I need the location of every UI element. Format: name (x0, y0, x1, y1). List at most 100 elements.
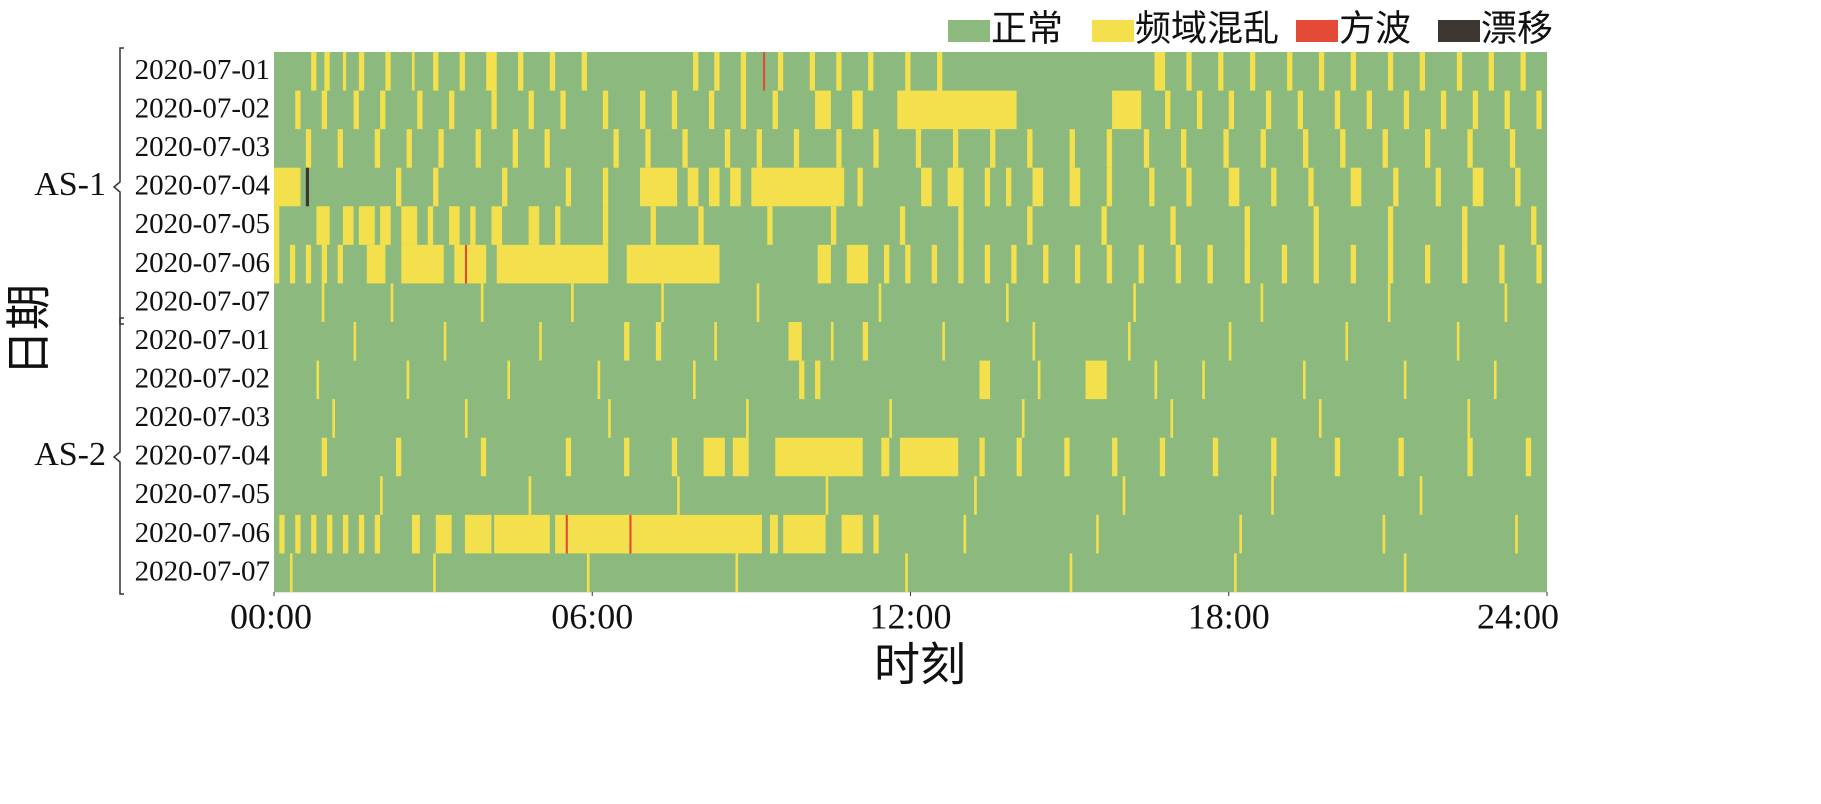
state-interval (624, 322, 630, 361)
state-interval (443, 322, 447, 361)
state-interval (321, 244, 328, 284)
state-interval (852, 90, 863, 130)
state-interval (1387, 206, 1394, 246)
state-interval (775, 437, 863, 477)
state-interval (841, 514, 863, 554)
state-interval (809, 52, 816, 91)
state-interval (942, 322, 945, 361)
state-interval (464, 244, 468, 284)
state-interval (1037, 360, 1041, 400)
state-interval (311, 514, 317, 554)
date-label: 2020-07-06 (135, 247, 270, 279)
state-interval (889, 399, 892, 439)
state-interval (528, 90, 534, 130)
state-interval (645, 129, 651, 169)
state-interval (905, 244, 911, 284)
state-interval (1127, 322, 1131, 361)
state-interval (1228, 167, 1240, 207)
state-interval (1181, 129, 1187, 169)
state-interval (708, 167, 720, 207)
state-interval (1504, 283, 1508, 323)
state-interval (1472, 167, 1484, 207)
state-interval (565, 437, 572, 477)
state-interval (1005, 283, 1009, 323)
state-interval (693, 52, 699, 91)
state-interval (417, 90, 423, 130)
state-interval (703, 437, 725, 477)
date-label: 2020-07-01 (135, 324, 270, 356)
state-interval (639, 90, 646, 130)
state-interval (305, 129, 312, 169)
state-interval (274, 476, 1547, 516)
state-interval (698, 206, 704, 246)
state-interval (1021, 399, 1025, 439)
state-interval (905, 553, 908, 593)
state-interval (1069, 167, 1081, 207)
state-interval (1313, 244, 1319, 284)
group-label: AS-2 (34, 436, 106, 473)
state-interval (862, 322, 869, 361)
state-interval (815, 360, 821, 400)
legend-swatch (1438, 20, 1480, 42)
state-interval (342, 514, 349, 554)
x-tick-label: 12:00 (869, 596, 951, 636)
state-interval (1069, 129, 1075, 169)
state-interval (873, 514, 879, 554)
state-interval (274, 167, 1547, 207)
state-interval (793, 129, 800, 169)
state-interval (958, 206, 964, 246)
state-interval (1493, 360, 1497, 400)
state-interval (586, 553, 590, 593)
state-interval (1260, 283, 1264, 323)
state-interval (1467, 129, 1473, 169)
state-interval (1202, 360, 1205, 400)
legend-label: 正常 (991, 8, 1063, 48)
state-interval (1159, 437, 1166, 477)
state-interval (491, 206, 503, 246)
state-interval (1419, 52, 1426, 91)
state-interval (1440, 90, 1447, 130)
state-interval (581, 52, 587, 91)
state-interval (1043, 244, 1049, 284)
state-interval (1074, 244, 1081, 284)
state-interval (1112, 437, 1118, 477)
state-interval (1005, 167, 1012, 207)
state-interval (1196, 90, 1203, 130)
state-interval (544, 129, 550, 169)
state-interval (324, 52, 330, 91)
state-interval (358, 206, 375, 246)
state-interval (502, 167, 508, 207)
state-interval (459, 52, 465, 91)
state-interval (1170, 399, 1174, 439)
state-interval (979, 437, 985, 477)
state-interval (1271, 437, 1277, 477)
state-interval (921, 167, 932, 207)
state-interval (1032, 167, 1044, 207)
state-interval (1403, 360, 1407, 400)
state-interval (464, 514, 492, 554)
state-interval (671, 437, 678, 477)
state-interval (1027, 129, 1033, 169)
state-interval (342, 52, 347, 91)
state-interval (1387, 52, 1394, 91)
state-interval (1212, 437, 1219, 477)
state-interval (1387, 283, 1391, 323)
state-interval (353, 90, 359, 130)
state-interval (1382, 129, 1388, 169)
state-interval (342, 206, 354, 246)
state-interval (1106, 244, 1113, 284)
state-interval (274, 129, 1547, 169)
state-interval (836, 129, 842, 169)
state-interval (1027, 206, 1033, 246)
state-interval (279, 514, 285, 554)
state-interval (274, 283, 1547, 323)
state-interval (435, 514, 452, 554)
state-interval (316, 360, 320, 400)
state-interval (438, 129, 444, 169)
state-interval (661, 283, 664, 323)
state-interval (1228, 322, 1232, 361)
legend-label: 频域混乱 (1135, 8, 1279, 48)
state-interval (952, 129, 959, 169)
state-interval (411, 52, 415, 91)
state-interval (1303, 129, 1309, 169)
